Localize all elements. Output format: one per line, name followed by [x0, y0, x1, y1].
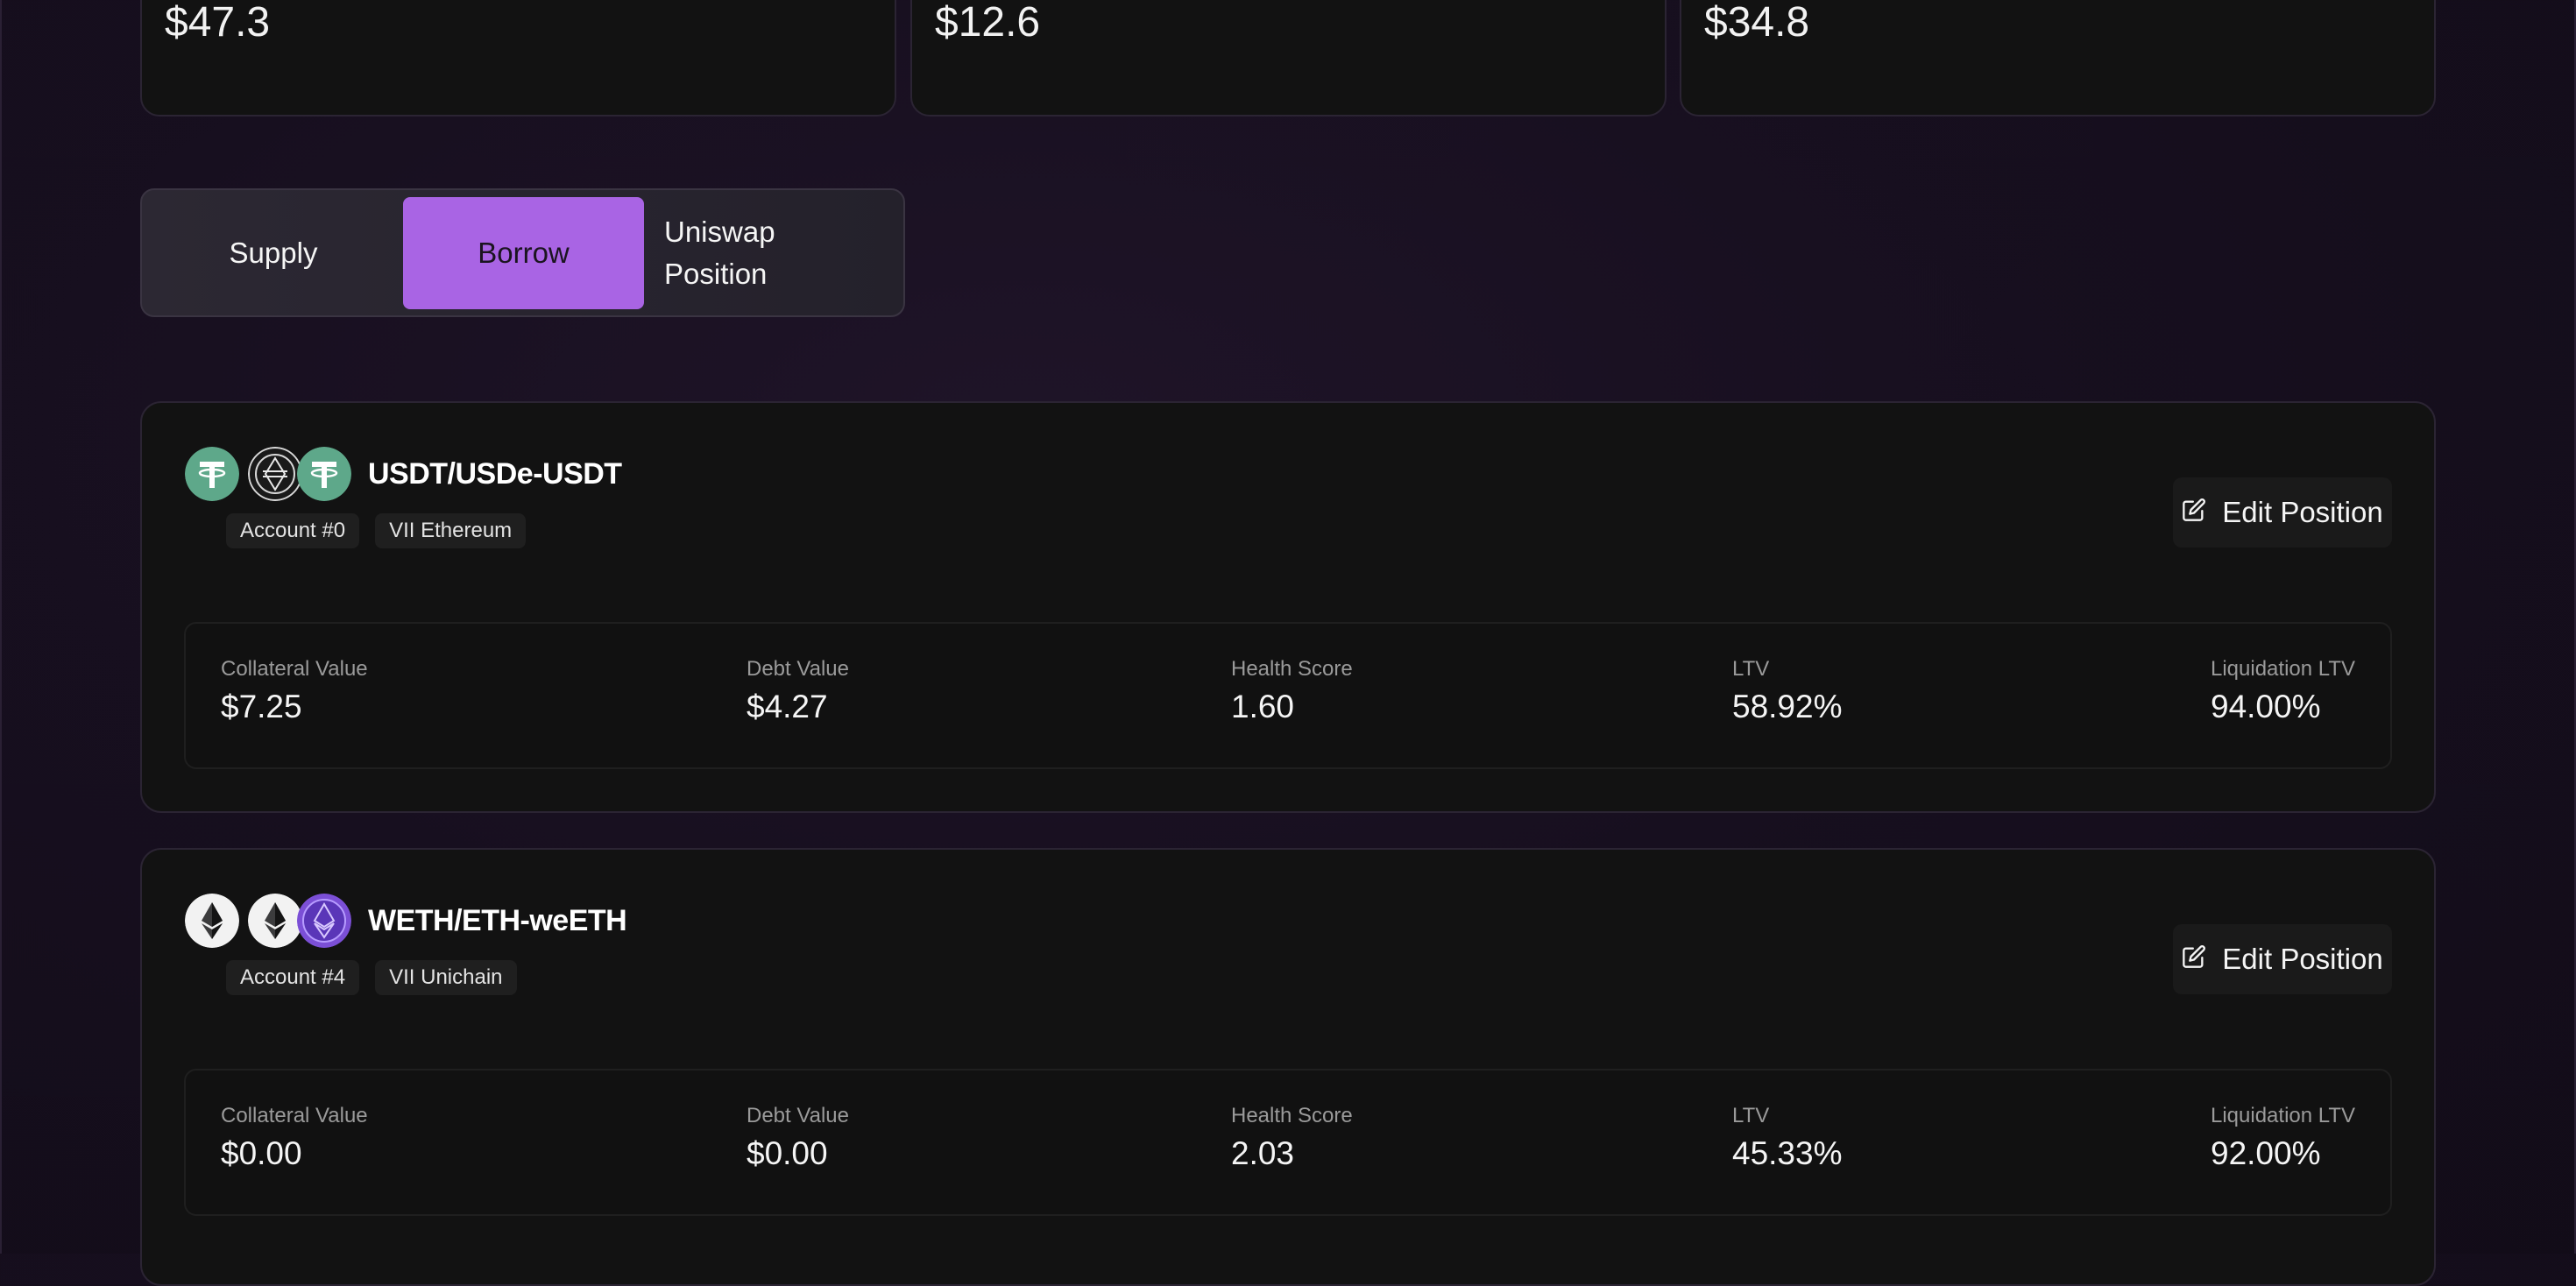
weeth-icon: [297, 894, 351, 948]
summary-value: $47.3: [165, 0, 271, 46]
summary-card-3: $34.8: [1680, 0, 2436, 117]
stat-collateral-value: Collateral Value $7.25: [221, 657, 368, 725]
edit-position-label: Edit Position: [2222, 496, 2383, 528]
stat-value: $0.00: [221, 1135, 302, 1171]
usdt-icon: [185, 447, 239, 501]
position-title: WETH/ETH-weETH: [368, 904, 627, 937]
summary-value: $34.8: [1704, 0, 1810, 46]
edit-icon: [2182, 496, 2206, 529]
stat-liquidation-ltv: Liquidation LTV 94.00%: [2211, 657, 2355, 725]
token-icon-group: [185, 447, 360, 505]
account-badge: Account #0: [226, 513, 360, 548]
position-stats: Collateral Value $7.25 Debt Value $4.27 …: [184, 622, 2392, 769]
edit-position-button[interactable]: Edit Position: [2173, 924, 2392, 994]
stat-label: Collateral Value: [221, 657, 368, 681]
stat-debt-value: Debt Value $0.00: [747, 1104, 849, 1172]
window-left-edge: [0, 0, 2, 1254]
stat-label: Collateral Value: [221, 1104, 368, 1127]
position-badges: Account #0 VII Ethereum: [226, 513, 527, 548]
edit-position-button[interactable]: Edit Position: [2173, 477, 2392, 548]
stat-label: LTV: [1732, 657, 1770, 681]
edit-position-label: Edit Position: [2222, 943, 2383, 975]
stat-liquidation-ltv: Liquidation LTV 92.00%: [2211, 1104, 2355, 1172]
position-stats: Collateral Value $0.00 Debt Value $0.00 …: [184, 1069, 2392, 1216]
stat-ltv: LTV 45.33%: [1732, 1104, 1843, 1172]
stat-label: Liquidation LTV: [2211, 657, 2355, 681]
position-title: USDT/USDe-USDT: [368, 457, 622, 491]
stat-value: $4.27: [747, 689, 828, 724]
stat-label: Liquidation LTV: [2211, 1104, 2355, 1127]
network-badge: VII Unichain: [375, 960, 517, 995]
stat-value: 2.03: [1231, 1135, 1295, 1171]
tab-uniswap-position[interactable]: Uniswap Position: [664, 216, 775, 290]
summary-card-1: $47.3: [140, 0, 896, 117]
summary-card-2: $12.6: [910, 0, 1667, 117]
position-card: USDT/USDe-USDT Account #0 VII Ethereum E…: [140, 401, 2436, 813]
position-badges: Account #4 VII Unichain: [226, 960, 517, 995]
stat-collateral-value: Collateral Value $0.00: [221, 1104, 368, 1172]
tab-supply[interactable]: Supply: [229, 237, 318, 269]
stat-value: $7.25: [221, 689, 302, 724]
stat-label: Health Score: [1231, 657, 1353, 681]
stat-health-score: Health Score 1.60: [1231, 657, 1353, 725]
weth-icon: [185, 894, 239, 948]
stat-value: $0.00: [747, 1135, 828, 1171]
stat-value: 94.00%: [2211, 689, 2321, 724]
usde-icon: [248, 447, 302, 501]
stat-health-score: Health Score 2.03: [1231, 1104, 1353, 1172]
stat-ltv: LTV 58.92%: [1732, 657, 1843, 725]
usdt-icon: [297, 447, 351, 501]
stat-label: LTV: [1732, 1104, 1770, 1127]
stat-value: 45.33%: [1732, 1135, 1843, 1171]
edit-icon: [2182, 943, 2206, 976]
position-type-tabs: Supply Borrow Uniswap Position: [140, 188, 905, 317]
stat-debt-value: Debt Value $4.27: [747, 657, 849, 725]
stat-value: 1.60: [1231, 689, 1295, 724]
stat-label: Debt Value: [747, 657, 849, 681]
stat-value: 92.00%: [2211, 1135, 2321, 1171]
position-card: WETH/ETH-weETH Account #4 VII Unichain E…: [140, 848, 2436, 1286]
stat-value: 58.92%: [1732, 689, 1843, 724]
tab-borrow[interactable]: Borrow: [403, 197, 644, 309]
summary-value: $12.6: [935, 0, 1041, 46]
eth-icon: [248, 894, 302, 948]
stat-label: Health Score: [1231, 1104, 1353, 1127]
token-icon-group: [185, 894, 360, 951]
window-right-edge: [2574, 0, 2576, 1254]
account-badge: Account #4: [226, 960, 360, 995]
stat-label: Debt Value: [747, 1104, 849, 1127]
network-badge: VII Ethereum: [375, 513, 527, 548]
